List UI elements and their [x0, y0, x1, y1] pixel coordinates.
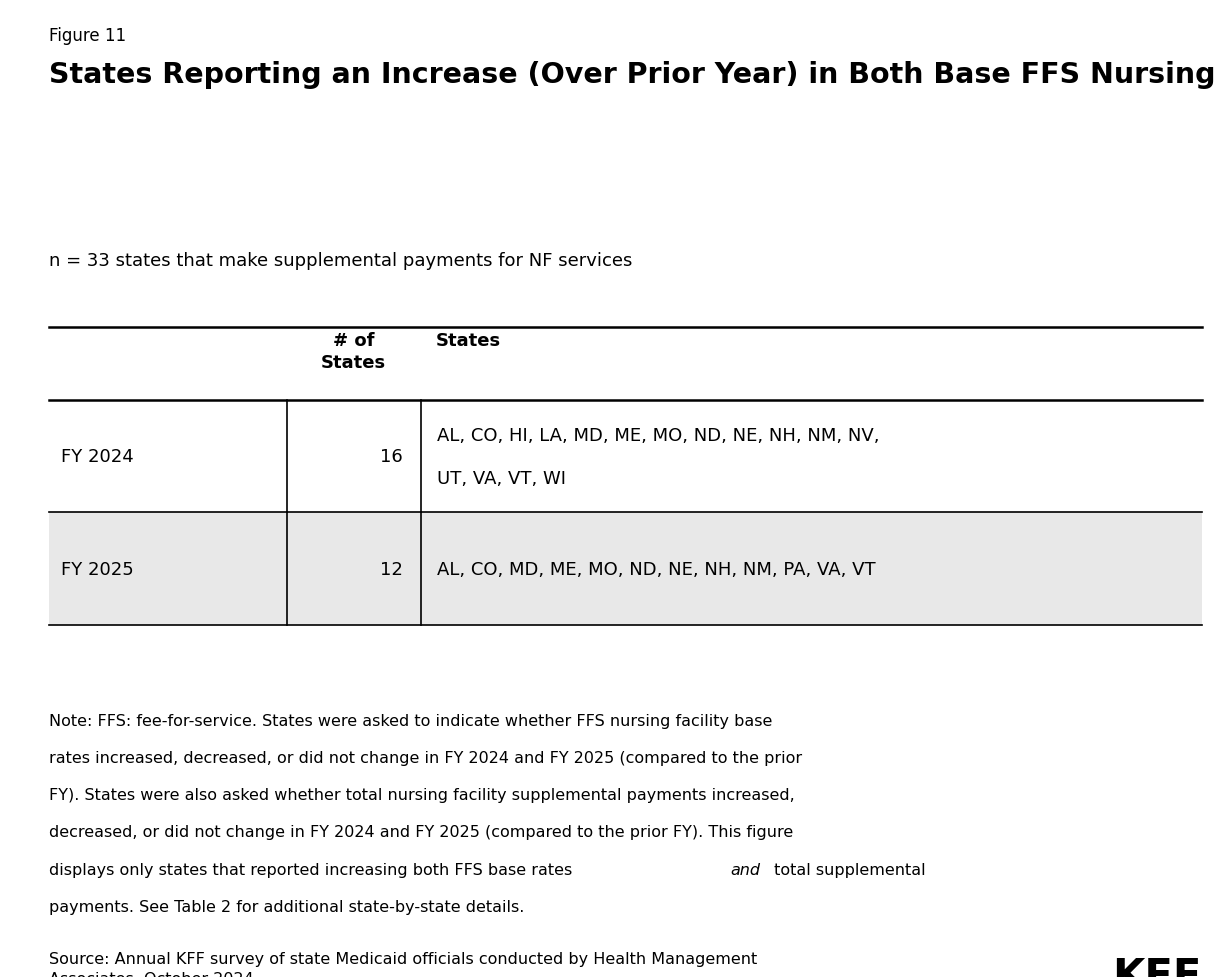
Bar [49, 513, 1202, 625]
Text: States: States [436, 331, 500, 349]
Text: Note: FFS: fee-for-service. States were asked to indicate whether FFS nursing fa: Note: FFS: fee-for-service. States were … [49, 713, 772, 728]
Text: FY). States were also asked whether total nursing facility supplemental payments: FY). States were also asked whether tota… [49, 787, 794, 802]
Text: States Reporting an Increase (Over Prior Year) in Both Base FFS Nursing Facility: States Reporting an Increase (Over Prior… [49, 61, 1220, 89]
Text: n = 33 states that make supplemental payments for NF services: n = 33 states that make supplemental pay… [49, 252, 632, 270]
Text: AL, CO, MD, ME, MO, ND, NE, NH, NM, PA, VA, VT: AL, CO, MD, ME, MO, ND, NE, NH, NM, PA, … [437, 560, 876, 578]
Text: FY 2024: FY 2024 [61, 447, 134, 466]
Text: decreased, or did not change in FY 2024 and FY 2025 (compared to the prior FY). : decreased, or did not change in FY 2024 … [49, 825, 793, 839]
Text: Figure 11: Figure 11 [49, 27, 126, 45]
Bar [49, 401, 1202, 513]
Text: payments. See Table 2 for additional state-by-state details.: payments. See Table 2 for additional sta… [49, 899, 525, 913]
Text: UT, VA, VT, WI: UT, VA, VT, WI [437, 469, 566, 488]
Text: Source: Annual KFF survey of state Medicaid officials conducted by Health Manage: Source: Annual KFF survey of state Medic… [49, 951, 758, 977]
Text: AL, CO, HI, LA, MD, ME, MO, ND, NE, NH, NM, NV,: AL, CO, HI, LA, MD, ME, MO, ND, NE, NH, … [437, 426, 880, 445]
Text: 12: 12 [379, 560, 403, 578]
Text: FY 2025: FY 2025 [61, 560, 134, 578]
Text: # of
States: # of States [321, 331, 387, 371]
Text: total supplemental: total supplemental [770, 862, 926, 876]
Text: and: and [731, 862, 760, 876]
Text: 16: 16 [379, 447, 403, 466]
Text: displays only states that reported increasing both FFS base rates: displays only states that reported incre… [49, 862, 577, 876]
Text: KFF: KFF [1113, 956, 1202, 977]
Text: rates increased, decreased, or did not change in FY 2024 and FY 2025 (compared t: rates increased, decreased, or did not c… [49, 750, 802, 765]
